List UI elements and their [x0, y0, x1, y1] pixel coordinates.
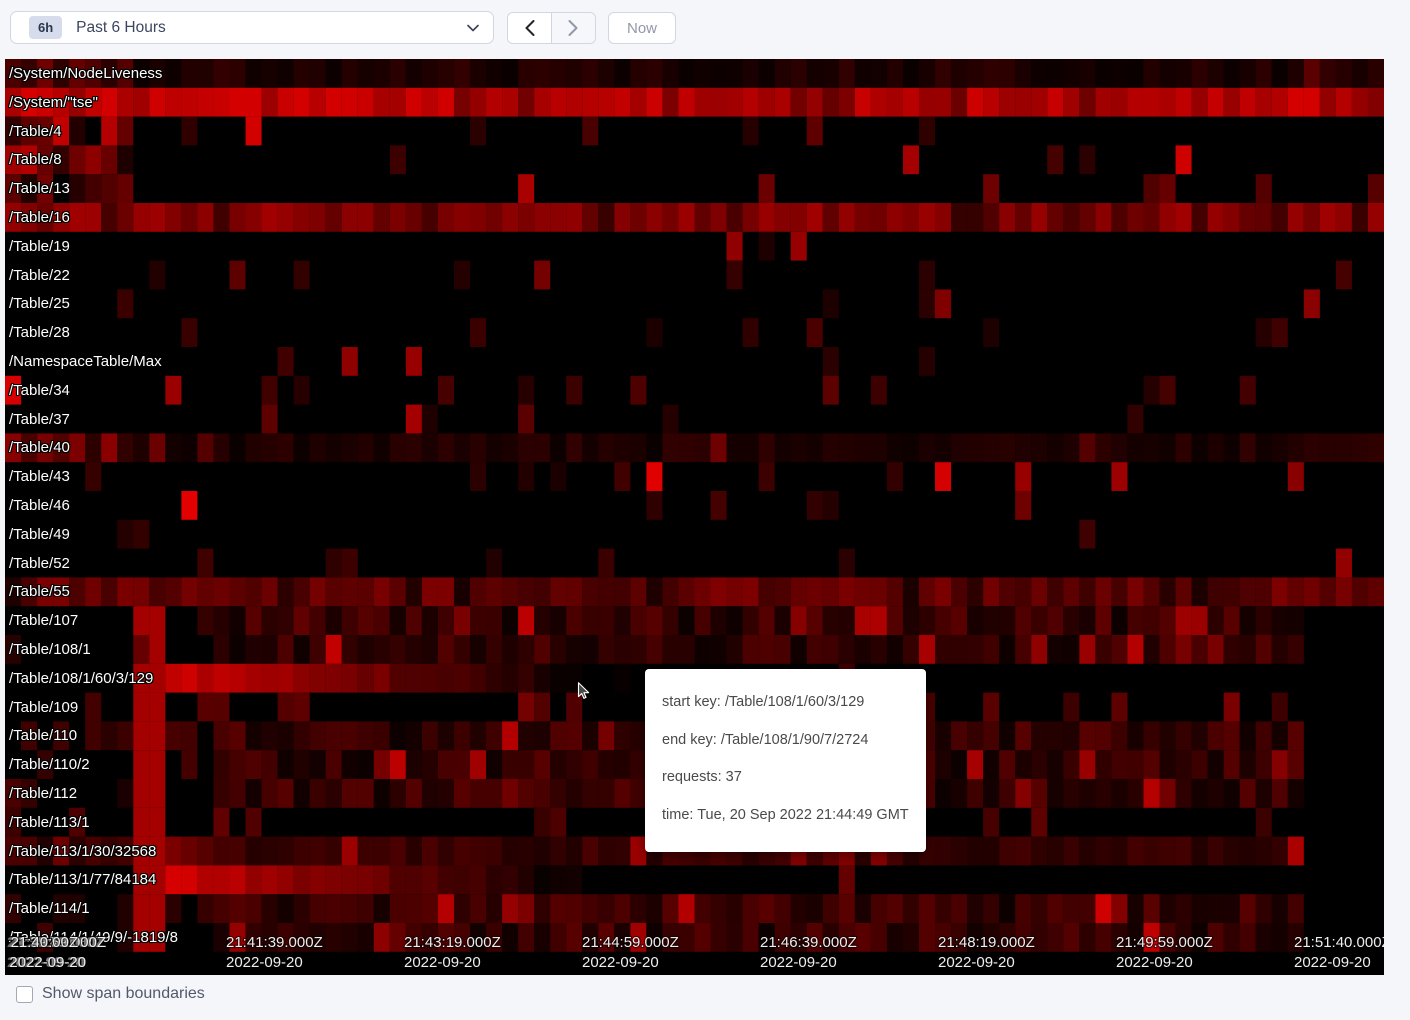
svg-text:21:48:19.000Z: 21:48:19.000Z: [938, 935, 1035, 951]
svg-text:2022-09-20: 2022-09-20: [1116, 954, 1193, 971]
svg-text:21:51:40.000Z: 21:51:40.000Z: [1294, 935, 1384, 951]
svg-text:2022-09-20: 2022-09-20: [582, 954, 659, 971]
svg-text:21:44:59.000Z: 21:44:59.000Z: [582, 935, 679, 951]
svg-text:2022-09-20: 2022-09-20: [938, 954, 1015, 971]
svg-text:2022-09-20: 2022-09-20: [9, 954, 86, 971]
svg-text:2022-09-20: 2022-09-20: [760, 954, 837, 971]
svg-text:21:49:59.000Z: 21:49:59.000Z: [1116, 935, 1213, 951]
svg-text:21:40:00Z: 21:40:00Z: [11, 935, 79, 951]
svg-text:21:41:39.000Z: 21:41:39.000Z: [226, 935, 323, 951]
svg-text:2022-09-20: 2022-09-20: [1294, 954, 1371, 971]
svg-text:21:46:39.000Z: 21:46:39.000Z: [760, 935, 857, 951]
svg-text:21:43:19.000Z: 21:43:19.000Z: [404, 935, 501, 951]
svg-text:2022-09-20: 2022-09-20: [404, 954, 481, 971]
svg-text:2022-09-20: 2022-09-20: [226, 954, 303, 971]
